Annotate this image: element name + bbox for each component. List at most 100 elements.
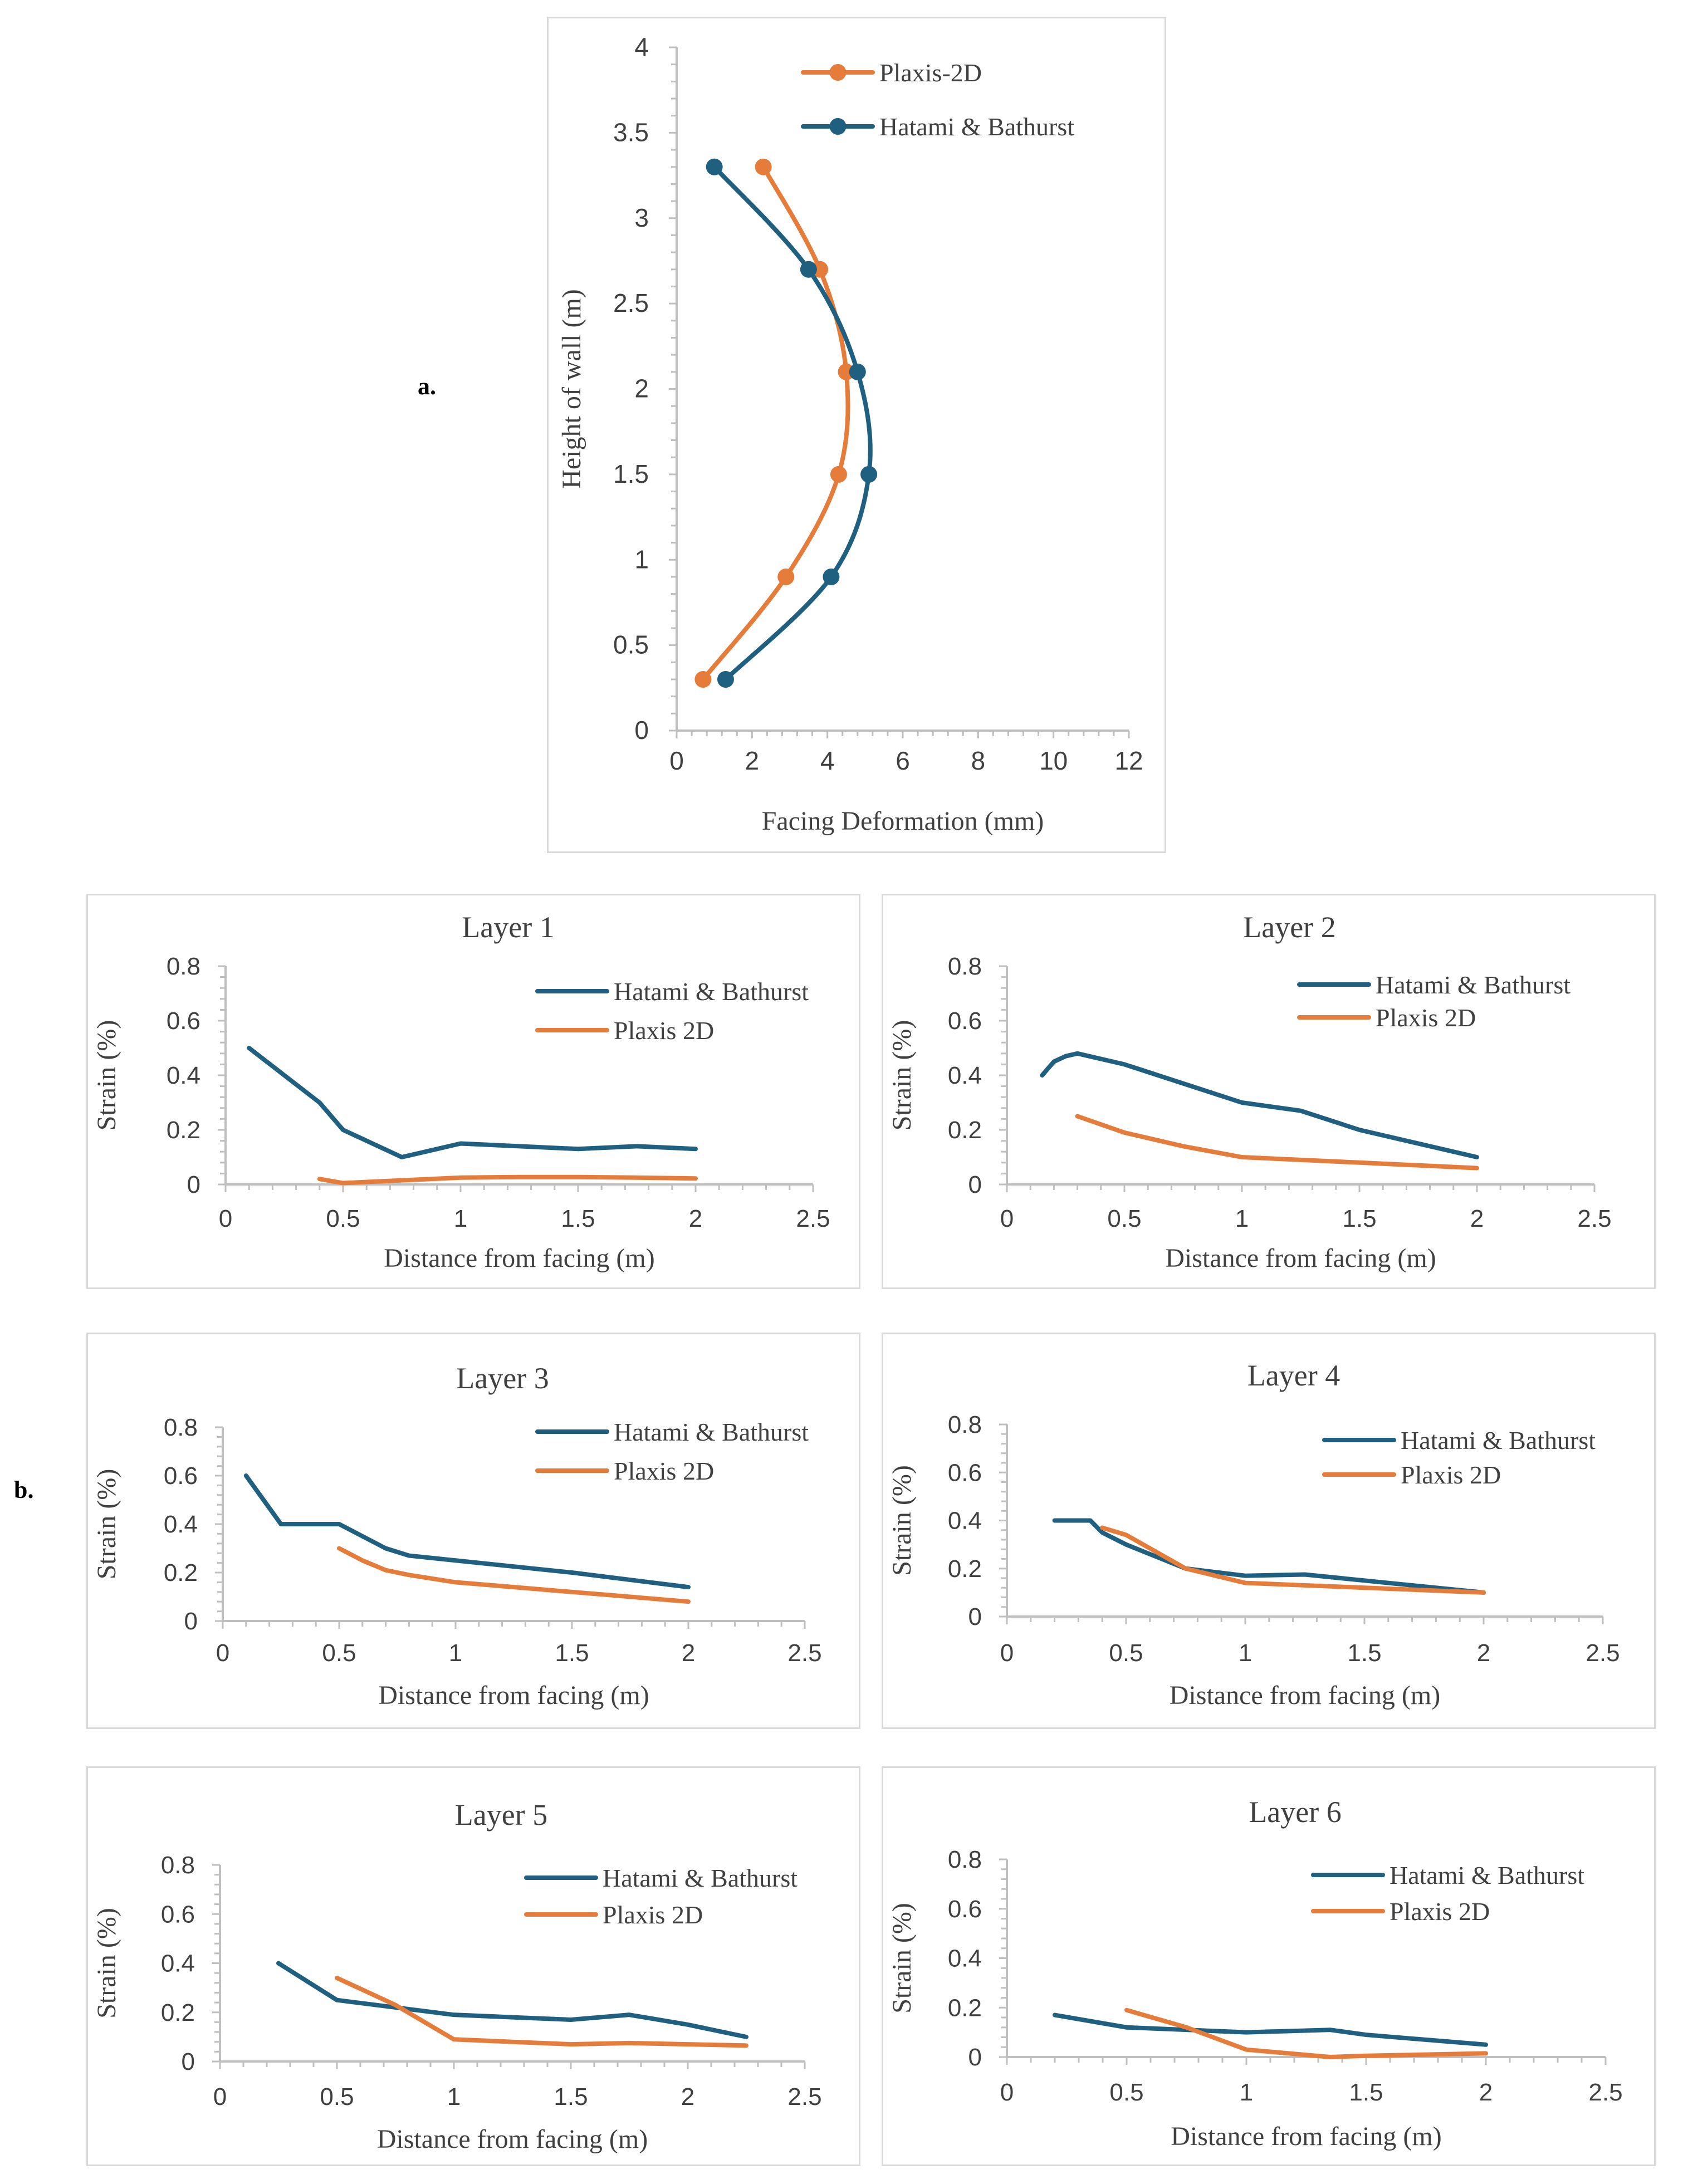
chart-svg-l5: Layer 5 0 0.5 1 1.5 2 2.5 0 0.2 0.4 0.6 0.8 Distance… [92,1798,822,2154]
chart-panel-facing-deformation: 0 2 4 6 8 10 12 0 0.5 1 1.5 2 2.5 3 3.5 4 Facing Deforma… [547,17,1166,853]
x-tick-label: 1.5 [1342,1205,1376,1232]
series-line-plaxis-2d [335,1975,748,2048]
chart-panel-layer-4: Layer 4 0 0.5 1 1.5 2 2.5 0 0.2 0.4 0.6 0.8 Distance… [882,1333,1656,1729]
chart-title: Layer 3 [456,1362,549,1395]
chart-title: Layer 6 [1249,1795,1341,1829]
series-line-plaxis-2d [1075,1114,1479,1171]
chart-svg-l1: Layer 1 0 0.5 1 1.5 2 2.5 0 0.2 0.4 0.6 0.8 Distance… [92,910,830,1273]
legend-label-hatami-bathurst: Hatami & Bathurst [614,977,809,1006]
figure-label-b: b. [14,1476,34,1504]
y-tick-label: 0.2 [948,1555,982,1583]
series-line-hatami-bathurst [247,1046,698,1159]
x-tick-label: 2.5 [787,2083,821,2110]
x-tick-label: 0.5 [1109,1639,1143,1667]
chart-title: Layer 2 [1243,910,1335,944]
y-tick-label: 0.8 [164,1414,198,1441]
y-tick-label: 0.2 [948,1117,982,1144]
x-tick-label: 2 [681,2083,694,2110]
data-point-plaxis-2d [830,466,847,483]
chart-svg-a: 0 2 4 6 8 10 12 0 0.5 1 1.5 2 2.5 3 3.5 4 Facing Deforma… [557,32,1143,836]
y-axis-label: Strain (%) [92,1020,121,1131]
legend-marker-hatami-bathurst [829,118,847,135]
x-tick-label: 0 [1000,2079,1014,2106]
y-tick-label: 3 [634,203,649,232]
x-tick-label: 0 [1000,1639,1014,1667]
series-line-plaxis-2d [1124,2007,1488,2059]
chart-title: Layer 4 [1247,1359,1340,1392]
x-axis-label: Distance from facing (m) [378,1681,649,1710]
y-tick-label: 0 [968,1171,982,1198]
chart-panel-layer-5: Layer 5 0 0.5 1 1.5 2 2.5 0 0.2 0.4 0.6 0.8 Distance… [86,1766,860,2166]
x-axis-label: Distance from facing (m) [377,2124,648,2154]
legend-label-hatami-bathurst: Hatami & Bathurst [1401,1426,1596,1455]
legend-label-hatami-bathurst: Hatami & Bathurst [1376,971,1571,999]
legend-marker-plaxis-2d [829,64,847,81]
x-tick-label: 0 [213,2083,227,2110]
x-tick-label: 1 [454,1205,467,1232]
x-tick-label: 1 [449,1639,462,1667]
x-tick-label: 1.5 [1347,1639,1381,1667]
x-tick-label: 10 [1039,746,1068,775]
chart-panel-layer-6: Layer 6 0 0.5 1 1.5 2 2.5 0 0.2 0.4 0.6 0.8 Distance… [882,1766,1656,2166]
y-tick-label: 0.4 [948,1945,982,1972]
y-tick-label: 0 [968,2044,982,2071]
y-tick-label: 0.8 [161,1852,195,1879]
series-line-hatami-bathurst [1040,1051,1479,1159]
data-point-plaxis-2d [777,568,795,585]
legend-label-plaxis-2d: Plaxis 2D [614,1016,714,1045]
y-tick-label: 0.4 [161,1950,195,1977]
legend-label-plaxis-2d: Plaxis 2D [614,1457,714,1485]
chart-title: Layer 1 [462,910,554,944]
data-point-hatami-bathurst [706,158,723,175]
chart-panel-layer-3: Layer 3 0 0.5 1 1.5 2 2.5 0 0.2 0.4 0.6 0.8 Distance… [86,1333,860,1729]
x-tick-label: 0.5 [1107,1205,1141,1232]
x-tick-label: 0.5 [322,1639,356,1667]
y-axis-label: Strain (%) [887,1465,917,1576]
x-tick-label: 2.5 [1577,1205,1611,1232]
x-tick-label: 6 [896,746,910,775]
y-tick-label: 2.5 [613,288,649,317]
data-point-hatami-bathurst [860,466,878,483]
x-tick-label: 1 [447,2083,461,2110]
x-tick-label: 2 [689,1205,702,1232]
x-tick-label: 1 [1240,2079,1253,2106]
chart-title: Layer 5 [455,1798,547,1832]
x-tick-label: 4 [820,746,835,775]
data-point-hatami-bathurst [800,261,817,278]
chart-svg-l4: Layer 4 0 0.5 1 1.5 2 2.5 0 0.2 0.4 0.6 0.8 Distance… [887,1359,1620,1710]
y-tick-label: 0.6 [948,1896,982,1923]
data-point-hatami-bathurst [849,363,866,380]
x-tick-label: 0.5 [326,1205,360,1232]
x-tick-label: 12 [1114,746,1143,775]
series-line-plaxis-2d [1100,1525,1486,1595]
y-tick-label: 0.5 [613,630,649,659]
y-tick-label: 0.8 [167,953,200,980]
x-tick-label: 2.5 [796,1205,830,1232]
y-tick-label: 0.8 [948,1411,982,1438]
y-tick-label: 0.2 [164,1559,198,1586]
x-tick-label: 0 [216,1639,229,1667]
y-tick-label: 0 [184,1608,198,1635]
x-tick-label: 2.5 [1588,2079,1622,2106]
x-tick-label: 1 [1235,1205,1249,1232]
series-line-hatami-bathurst [1053,2012,1488,2047]
y-tick-label: 0.4 [948,1062,982,1089]
y-tick-label: 0.4 [164,1511,198,1538]
y-tick-label: 0.6 [164,1462,198,1490]
x-tick-label: 2 [745,746,760,775]
legend-label-hatami-bathurst: Hatami & Bathurst [614,1418,809,1446]
x-tick-label: 1.5 [1349,2079,1383,2106]
x-tick-label: 2.5 [1586,1639,1620,1667]
legend-label-plaxis-2d: Plaxis 2D [1390,1897,1490,1926]
y-tick-label: 0.6 [948,1459,982,1486]
chart-svg-l6: Layer 6 0 0.5 1 1.5 2 2.5 0 0.2 0.4 0.6 0.8 Distance… [887,1795,1623,2151]
x-tick-label: 0 [1000,1205,1014,1232]
y-tick-label: 0.6 [161,1901,195,1928]
y-axis-label: Height of wall (m) [557,289,586,489]
series-line-hatami-bathurst [712,164,873,682]
series-line-hatami-bathurst [276,1961,748,2039]
legend-label-hatami-bathurst: Hatami & Bathurst [879,112,1074,141]
y-tick-label: 0.8 [948,1846,982,1873]
x-tick-label: 0 [669,746,684,775]
x-axis-label: Distance from facing (m) [1165,1243,1436,1273]
